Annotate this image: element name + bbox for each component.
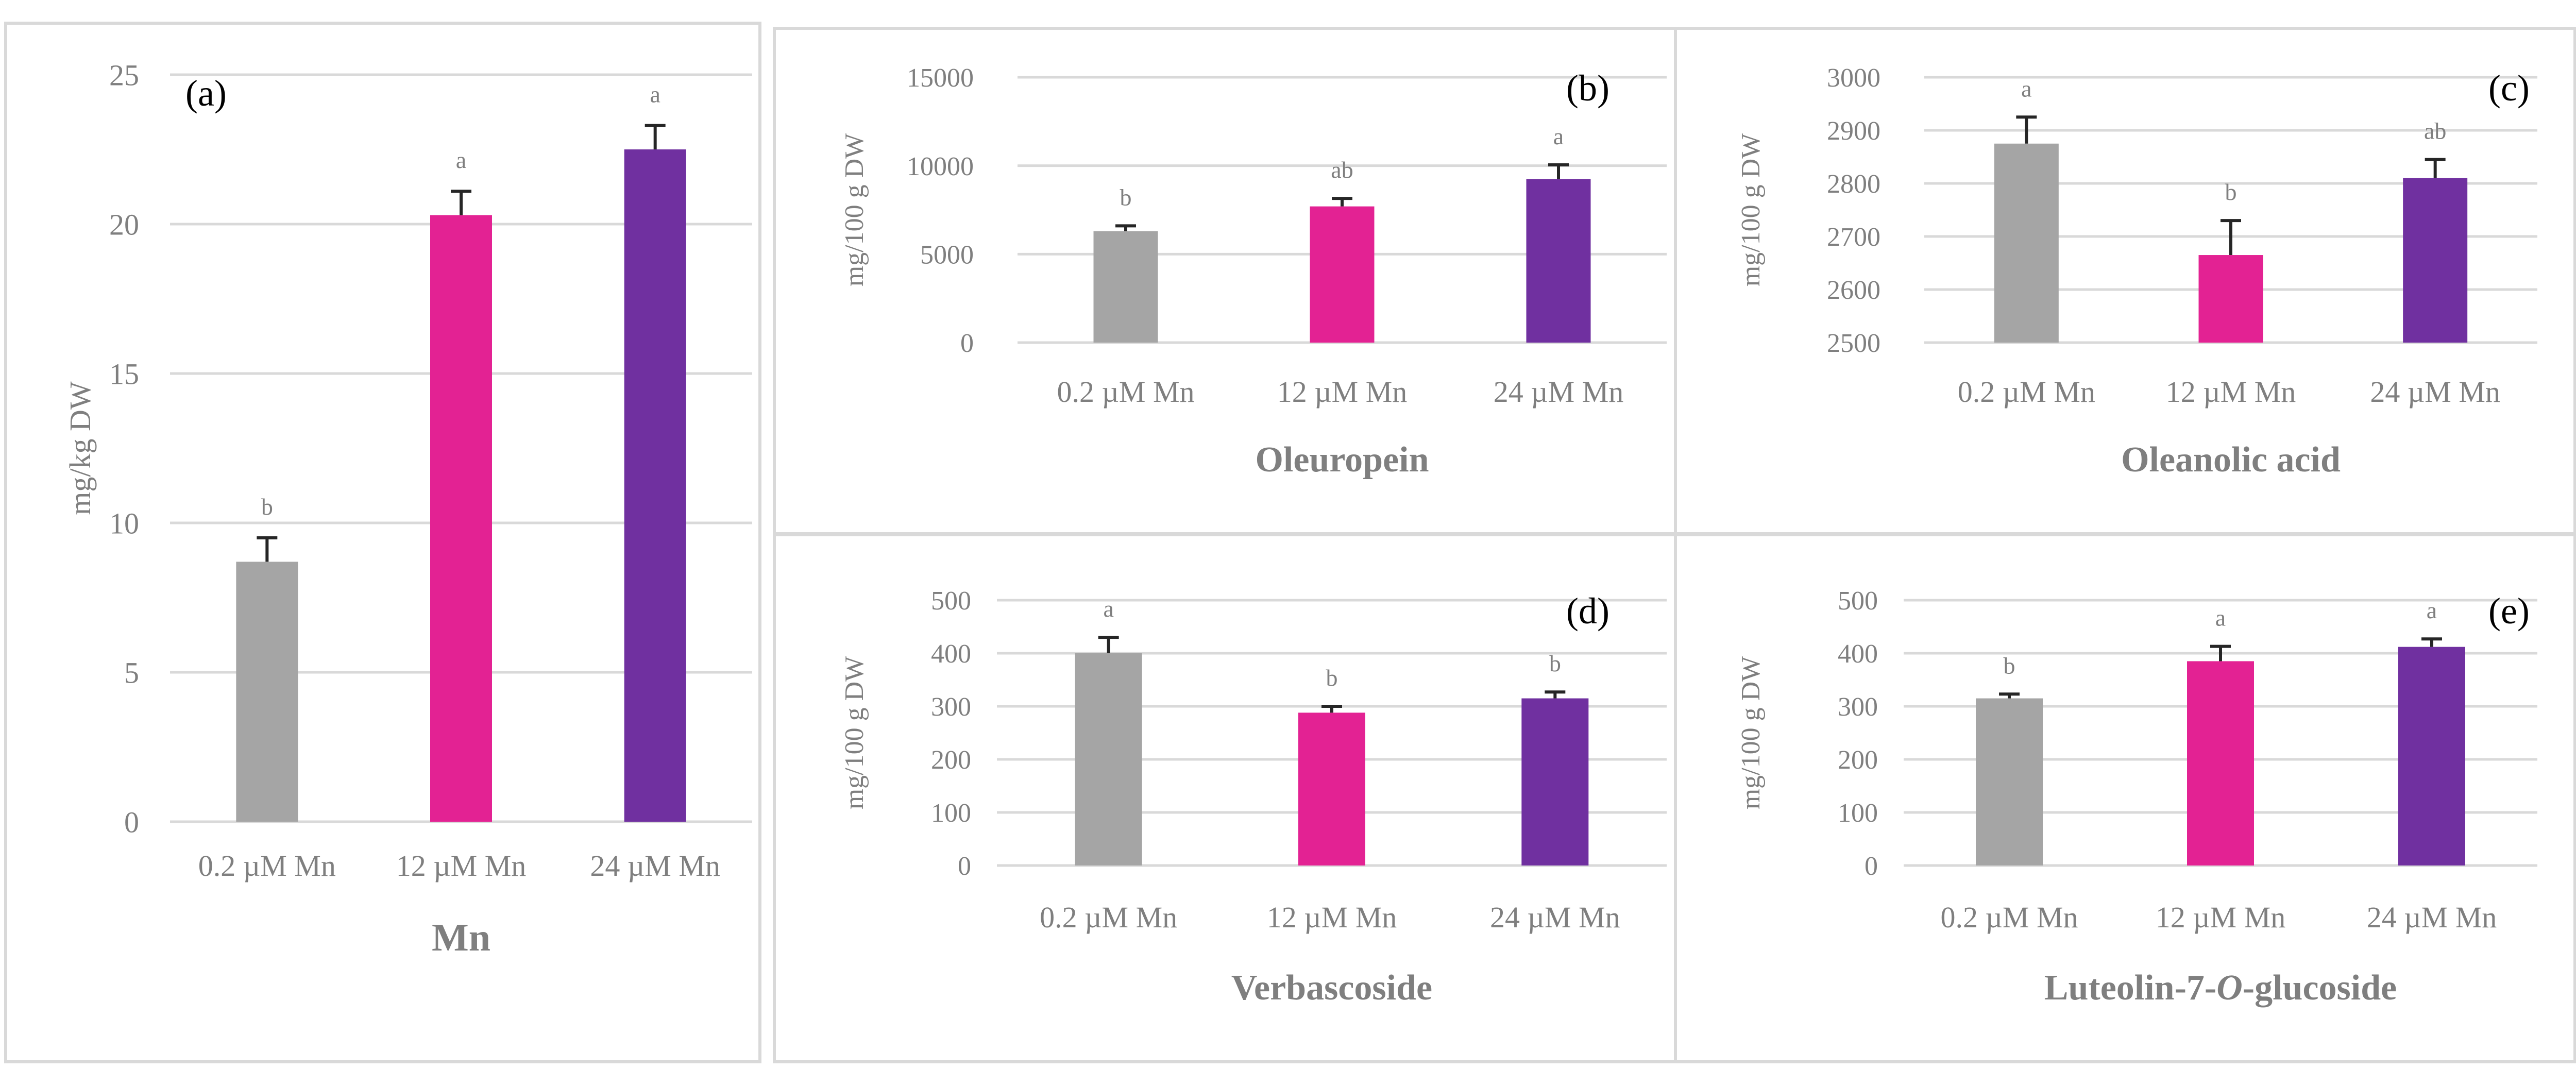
y-tick-label: 0 [1865,852,1878,881]
category-label: 24 µM Mn [2370,375,2500,409]
y-tick-label: 100 [1838,799,1878,828]
y-tick-label: 0 [124,805,139,839]
category-label: 12 µM Mn [1277,375,1408,409]
x-axis-label: Oleuropein [1255,440,1429,480]
bar [430,215,492,822]
bar [236,562,298,822]
bar [2398,647,2465,866]
panel-label: (e) [2488,590,2530,632]
significance-label: b [1326,665,1338,691]
bar [624,149,686,822]
category-label: 24 µM Mn [1490,901,1620,934]
significance-label: b [1120,184,1132,210]
y-tick-label: 2900 [1827,116,1880,146]
bar [1994,143,2059,343]
y-tick-label: 10000 [907,152,974,181]
panel-label: (a) [185,73,227,114]
category-label: 0.2 µM Mn [1958,375,2095,409]
category-label: 12 µM Mn [1267,901,1397,934]
y-axis-label: mg/100 g DW [840,656,869,810]
significance-label: b [2225,179,2237,205]
significance-label: b [261,494,273,520]
category-label: 0.2 µM Mn [1057,375,1194,409]
bar [1298,712,1365,866]
y-tick-label: 100 [931,799,971,828]
category-label: 24 µM Mn [1494,375,1624,409]
category-label: 0.2 µM Mn [1940,901,2078,934]
significance-label: ab [1331,157,1353,183]
y-tick-label: 400 [931,639,971,669]
y-tick-label: 400 [1838,639,1878,669]
significance-label: a [1103,596,1113,622]
y-tick-label: 10 [109,506,139,540]
panel-label: (b) [1566,67,1609,109]
y-axis-label: mg/100 g DW [1736,133,1766,287]
bar [1521,698,1589,866]
y-tick-label: 2700 [1827,223,1880,252]
category-label: 24 µM Mn [2367,901,2497,934]
panel-label: (c) [2488,67,2530,109]
y-tick-label: 500 [1838,586,1878,616]
y-tick-label: 15 [109,357,139,391]
bar [2403,178,2468,343]
y-tick-label: 500 [931,586,971,616]
significance-label: a [2021,75,2031,101]
y-tick-label: 200 [931,745,971,775]
significance-label: ab [2424,118,2446,144]
significance-label: a [650,81,660,108]
bar [1093,231,1158,343]
y-tick-label: 25 [109,58,139,92]
category-label: 12 µM Mn [2156,901,2286,934]
y-tick-label: 0 [958,852,971,881]
y-tick-label: 200 [1838,745,1878,775]
y-tick-label: 300 [931,692,971,722]
y-tick-label: 300 [1838,692,1878,722]
y-axis-label: mg/100 g DW [1736,656,1766,810]
y-axis-label: mg/100 g DW [840,133,869,287]
y-tick-label: 2500 [1827,329,1880,358]
bar [1976,698,2043,866]
category-label: 12 µM Mn [396,849,527,883]
category-label: 0.2 µM Mn [1040,901,1177,934]
bar [2187,661,2254,866]
x-axis-label: Mn [432,916,490,959]
bar [1310,206,1375,343]
bar [1526,179,1591,343]
y-tick-label: 5000 [920,241,974,270]
y-tick-label: 0 [960,329,974,358]
x-axis-label: Luteolin-7-O-glucoside [2044,968,2397,1008]
significance-label: b [1549,650,1561,676]
y-tick-label: 3000 [1827,63,1880,93]
y-tick-label: 5 [124,656,139,689]
significance-label: a [456,147,466,173]
bar [2198,255,2263,343]
y-tick-label: 2600 [1827,276,1880,305]
category-label: 0.2 µM Mn [198,849,336,883]
y-tick-label: 2800 [1827,169,1880,199]
y-axis-label: mg/kg DW [63,381,97,515]
significance-label: a [2427,597,2437,623]
category-label: 12 µM Mn [2166,375,2296,409]
significance-label: a [2215,605,2226,631]
y-tick-label: 20 [109,208,139,241]
significance-label: a [1553,123,1564,149]
panel-label: (d) [1566,590,1609,632]
x-axis-label: Verbascoside [1231,968,1432,1008]
significance-label: b [2004,652,2015,678]
x-axis-label: Oleanolic acid [2121,440,2341,480]
category-label: 24 µM Mn [590,849,720,883]
y-tick-label: 15000 [907,63,974,93]
bar [1075,653,1142,866]
